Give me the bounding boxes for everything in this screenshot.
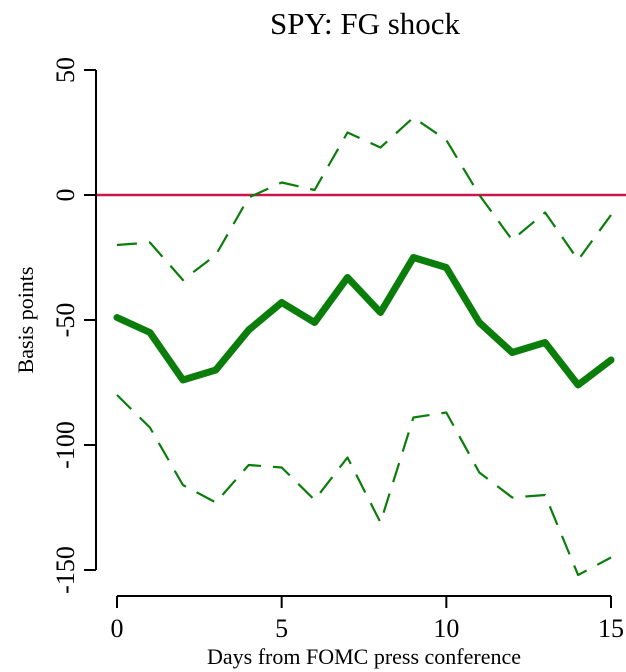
x-tick-label: 5	[275, 614, 288, 643]
x-tick-label: 15	[598, 614, 624, 643]
y-tick-label: 0	[51, 189, 80, 202]
x-tick-label: 0	[111, 614, 124, 643]
point-estimate-line	[113, 254, 615, 389]
y-axis: -150 -100 -50 0 50	[51, 57, 97, 594]
lower-band-line	[116, 394, 612, 577]
x-axis: 0 5 10 15	[111, 595, 624, 643]
y-tick-label: -50	[51, 303, 80, 338]
x-axis-label: Days from FOMC press conference	[207, 644, 521, 669]
plot-area	[96, 116, 626, 577]
x-tick-label: 10	[433, 614, 459, 643]
chart-title: SPY: FG shock	[270, 6, 461, 41]
upper-band-line	[116, 116, 612, 282]
y-tick-label: 50	[51, 57, 80, 83]
y-tick-label: -150	[51, 546, 80, 594]
y-axis-label: Basis points	[13, 267, 38, 374]
y-tick-label: -100	[51, 421, 80, 469]
